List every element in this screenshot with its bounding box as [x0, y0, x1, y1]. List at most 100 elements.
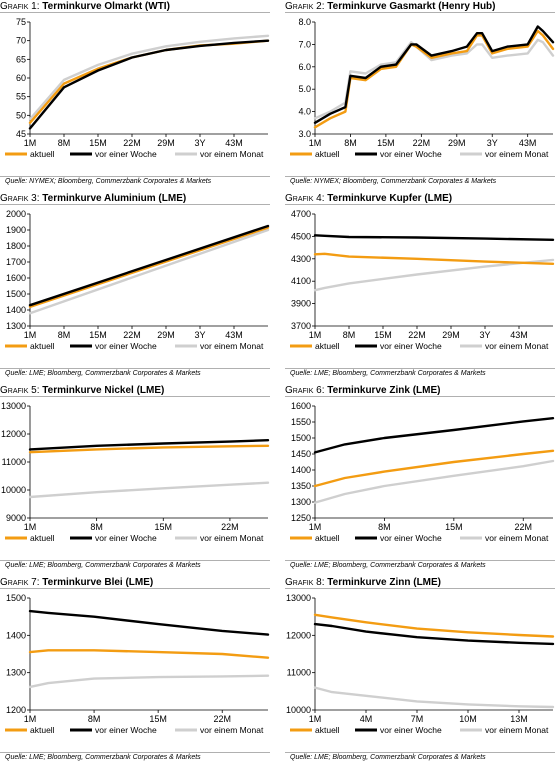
title-divider: [285, 204, 555, 205]
series-line-aktuell: [28, 649, 270, 659]
chart-panel-8: Grafik 8: Terminkurve Zinn (LME) 10000 110…: [285, 576, 555, 765]
series-line-aktuell: [28, 444, 270, 454]
legend-label-monat: vor einem Monat: [485, 149, 549, 159]
x-tick-label: 1M: [24, 714, 37, 724]
x-tick-label: 43M: [510, 330, 528, 340]
x-tick-label: 15M: [155, 522, 173, 532]
y-tick-label: 1600: [6, 273, 26, 283]
x-tick-label: 8M: [378, 522, 391, 532]
y-tick-label: 13000: [286, 593, 311, 603]
series-line-monat: [28, 674, 270, 689]
legend-label-woche: vor einer Woche: [95, 533, 157, 543]
legend-label-aktuell: aktuell: [30, 149, 55, 159]
chart-number: Grafik 3:: [0, 193, 40, 204]
legend-label-aktuell: aktuell: [315, 149, 340, 159]
source-note: Quelle: LME; Bloomberg, Commerzbank Corp…: [290, 370, 486, 377]
x-tick-label: 1M: [24, 330, 37, 340]
x-tick-label: 43M: [225, 138, 243, 148]
legend-label-aktuell: aktuell: [315, 533, 340, 543]
legend-label-aktuell: aktuell: [315, 725, 340, 735]
y-tick-label: 45: [16, 129, 26, 139]
x-tick-label: 22M: [514, 522, 532, 532]
series-line-monat: [28, 228, 270, 315]
chart-title: Grafik 2: Terminkurve Gasmarkt (Henry Hu…: [285, 0, 496, 14]
legend-label-monat: vor einem Monat: [200, 725, 264, 735]
source-divider: [285, 560, 555, 561]
y-tick-label: 12000: [1, 429, 26, 439]
legend-label-woche: vor einer Woche: [380, 533, 442, 543]
source-note: Quelle: LME; Bloomberg, Commerzbank Corp…: [5, 370, 201, 377]
series-line-aktuell: [313, 613, 555, 638]
line-chart: 10000 11000 12000 13000 1M 4M 7M 10M 13M aktuell v…: [286, 593, 555, 735]
legend-label-aktuell: aktuell: [315, 341, 340, 351]
y-tick-label: 1700: [6, 257, 26, 267]
y-tick-label: 4500: [291, 231, 311, 241]
chart-number: Grafik 1:: [0, 1, 40, 12]
line-chart: 1300 1400 1500 1600 1700 1800 1900 2000 1M 8M 15M 2…: [5, 209, 270, 351]
line-chart: 1250 1300 1350 1400 1450 1500 1550 1600 1M 8M 15M 2…: [290, 401, 555, 543]
y-tick-label: 1600: [291, 401, 311, 411]
legend-label-woche: vor einer Woche: [95, 341, 157, 351]
x-tick-label: 10M: [459, 714, 477, 724]
x-tick-label: 15M: [89, 330, 107, 340]
y-tick-label: 1400: [291, 465, 311, 475]
line-chart: 3700 3900 4100 4300 4500 4700 1M 8M 15M 22M 29M 3Y 4…: [290, 209, 555, 351]
x-tick-label: 29M: [157, 330, 175, 340]
x-tick-label: 8M: [58, 330, 71, 340]
title-divider: [285, 588, 555, 589]
legend-label-monat: vor einem Monat: [485, 341, 549, 351]
title-divider: [0, 204, 270, 205]
legend-label-aktuell: aktuell: [30, 725, 55, 735]
line-chart: 1200 1300 1400 1500 1M 8M 15M 22M aktuell vor ein…: [5, 593, 270, 735]
series-line-monat: [313, 38, 555, 120]
chart-title: Grafik 3: Terminkurve Aluminium (LME): [0, 192, 186, 206]
x-tick-label: 22M: [408, 330, 426, 340]
series-line-woche: [28, 439, 270, 451]
source-note: Quelle: LME; Bloomberg, Commerzbank Corp…: [290, 754, 486, 761]
line-chart: 45 50 55 60 65 70 75 1M 8M 15M 22M 29M 3Y 43M aktuell v…: [5, 17, 270, 159]
chart-title-text: Terminkurve Zinn (LME): [324, 577, 442, 588]
legend-label-woche: vor einer Woche: [380, 341, 442, 351]
y-tick-label: 1400: [6, 630, 26, 640]
x-tick-label: 43M: [519, 138, 537, 148]
series-line-woche: [28, 39, 270, 130]
chart-title-text: Terminkurve Blei (LME): [39, 577, 154, 588]
source-divider: [0, 752, 270, 753]
title-divider: [285, 396, 555, 397]
chart-number: Grafik 2:: [285, 1, 325, 12]
x-tick-label: 22M: [123, 138, 141, 148]
title-divider: [285, 12, 555, 13]
chart-panel-1: Grafik 1: Terminkurve Olmarkt (WTI) 45 50 5…: [0, 0, 270, 189]
y-tick-label: 50: [16, 110, 26, 120]
y-tick-label: 1350: [291, 481, 311, 491]
x-tick-label: 1M: [309, 522, 322, 532]
x-tick-label: 15M: [149, 714, 167, 724]
x-tick-label: 3Y: [487, 138, 498, 148]
series-line-woche: [28, 224, 270, 307]
legend-label-woche: vor einer Woche: [95, 149, 157, 159]
chart-title-text: Terminkurve Nickel (LME): [39, 385, 165, 396]
source-divider: [285, 368, 555, 369]
y-tick-label: 1300: [291, 497, 311, 507]
series-line-woche: [313, 234, 555, 241]
x-tick-label: 1M: [24, 522, 37, 532]
x-tick-label: 13M: [510, 714, 528, 724]
x-tick-label: 22M: [221, 522, 239, 532]
y-tick-label: 5.0: [298, 84, 311, 94]
source-note: Quelle: NYMEX; Bloomberg, Commerzbank Co…: [290, 178, 497, 185]
x-tick-label: 29M: [448, 138, 466, 148]
chart-title: Grafik 1: Terminkurve Olmarkt (WTI): [0, 0, 170, 14]
x-tick-label: 3Y: [479, 330, 490, 340]
y-tick-label: 1300: [6, 668, 26, 678]
series-line-aktuell: [313, 449, 555, 488]
legend-label-aktuell: aktuell: [30, 341, 55, 351]
chart-title-text: Terminkurve Gasmarkt (Henry Hub): [324, 1, 496, 12]
title-divider: [0, 12, 270, 13]
x-tick-label: 1M: [309, 714, 322, 724]
y-tick-label: 7.0: [298, 39, 311, 49]
x-tick-label: 8M: [344, 138, 357, 148]
y-tick-label: 13000: [1, 401, 26, 411]
y-tick-label: 60: [16, 73, 26, 83]
x-tick-label: 43M: [225, 330, 243, 340]
y-tick-label: 4300: [291, 254, 311, 264]
